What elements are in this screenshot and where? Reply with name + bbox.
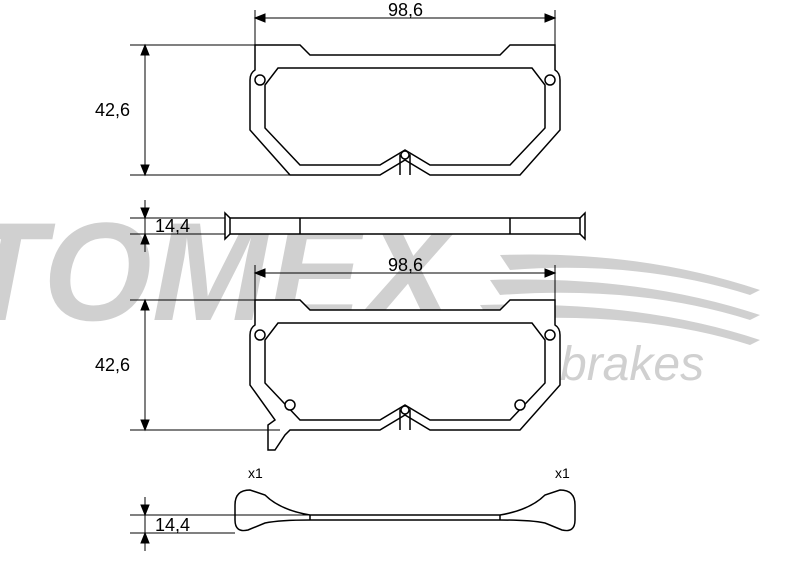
brake-pad-top <box>0 0 786 260</box>
clip-qty-right: x1 <box>555 465 570 481</box>
dim-pad-top-width: 98,6 <box>388 0 423 21</box>
retaining-clip <box>0 465 786 575</box>
dim-clip-thickness: 14,4 <box>155 515 190 536</box>
dim-pad-bottom-height: 42,6 <box>95 355 130 376</box>
dim-pad-bottom-width: 98,6 <box>388 255 423 276</box>
clip-qty-left: x1 <box>248 465 263 481</box>
dim-shim-thickness: 14,4 <box>155 216 190 237</box>
dim-pad-top-height: 42,6 <box>95 100 130 121</box>
